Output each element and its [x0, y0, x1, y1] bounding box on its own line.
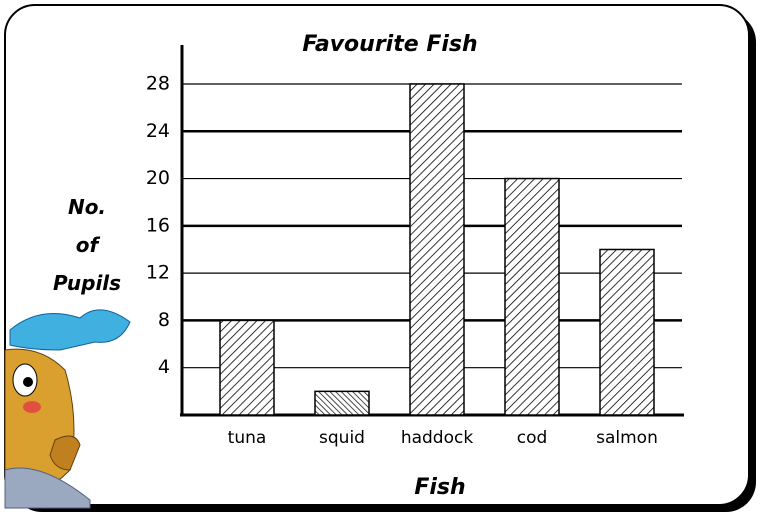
- bar: [505, 179, 559, 415]
- x-tick-label: salmon: [596, 428, 658, 448]
- y-tick-label: 8: [158, 309, 170, 331]
- chart-title: Favourite Fish: [302, 32, 477, 57]
- x-tick-label: haddock: [401, 428, 474, 448]
- y-axis-title: No. of Pupils: [44, 188, 130, 302]
- x-tick-label: tuna: [228, 428, 267, 448]
- y-tick-label: 20: [146, 167, 170, 189]
- y-tick-label: 12: [146, 262, 170, 284]
- bar: [410, 84, 464, 415]
- page: Favourite Fish Fish 4 8 12 16 20 24 28 tuna squi…: [0, 0, 762, 517]
- x-tick-label: cod: [517, 428, 548, 448]
- bar: [600, 249, 654, 415]
- bar: [315, 391, 369, 415]
- x-axis-title: Fish: [414, 475, 465, 500]
- x-tick-label: squid: [319, 428, 365, 448]
- bar: [220, 320, 274, 415]
- y-tick-label: 28: [146, 72, 170, 94]
- y-tick-label: 16: [146, 214, 170, 236]
- y-tick-label: 24: [146, 120, 170, 142]
- y-tick-label: 4: [158, 356, 170, 378]
